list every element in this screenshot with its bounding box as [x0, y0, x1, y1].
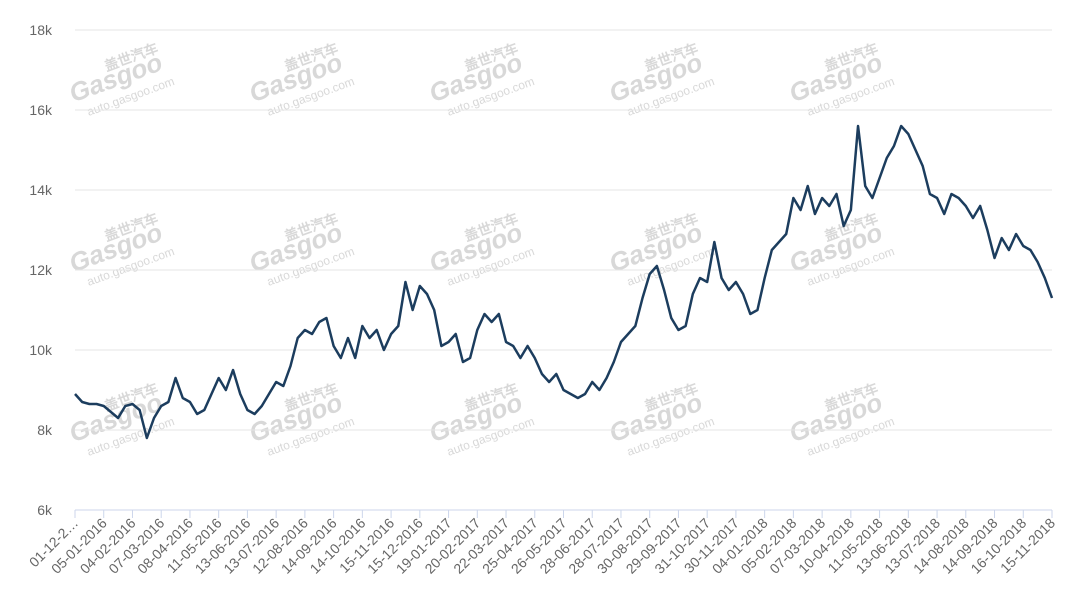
series-line — [74, 124, 1054, 440]
y-tick-label: 18k — [29, 22, 53, 38]
y-tick-label: 16k — [29, 102, 53, 118]
y-tick-label: 8k — [37, 422, 53, 438]
y-tick-label: 12k — [29, 262, 53, 278]
y-tick-label: 14k — [29, 182, 53, 198]
y-tick-label: 6k — [37, 502, 53, 518]
y-tick-label: 10k — [29, 342, 53, 358]
